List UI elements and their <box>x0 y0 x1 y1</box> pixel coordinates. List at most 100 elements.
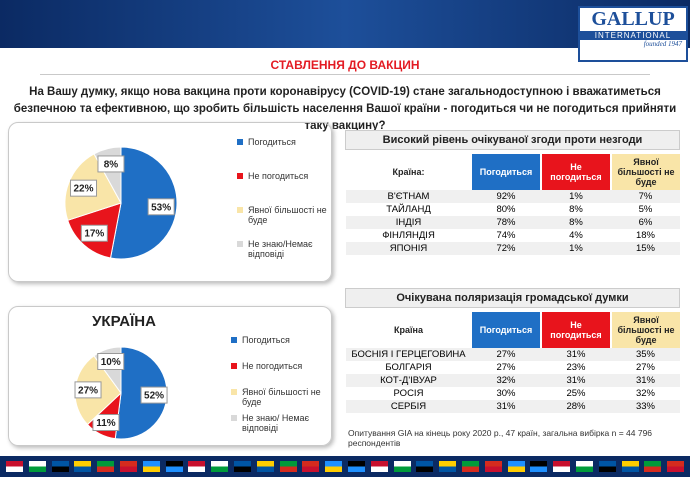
table-cell: 1% <box>569 191 583 202</box>
flag <box>165 461 183 472</box>
table-cell: 31% <box>566 375 586 386</box>
divider <box>40 74 650 75</box>
data-label: 52% <box>144 391 164 402</box>
pie-box: УКРАЇНА 52% 11% 27% 10% Погодиться Не погодить… <box>8 306 332 446</box>
legend-swatch <box>237 207 243 213</box>
legend-item: Явної більшості не буде <box>231 387 327 407</box>
table-row: В'ЄТНАМ 92% 1% 7% <box>346 190 680 203</box>
label-box <box>74 381 102 399</box>
flag <box>370 461 388 472</box>
legend-swatch <box>237 241 243 247</box>
flag <box>256 461 274 472</box>
table-row: БОЛГАРІЯ 27% 23% 27% <box>346 361 680 374</box>
table-cell: 32% <box>635 388 655 399</box>
flag <box>644 461 662 472</box>
logo-note: founded 1947 <box>643 40 682 48</box>
header-row: Країна: Погодиться Не погодиться Явної біль… <box>345 154 680 190</box>
flag <box>416 461 434 472</box>
data-label: 11% <box>96 418 116 429</box>
table-cell: БОСНІЯ І ГЕРЦЕГОВИНА <box>351 349 466 360</box>
flag <box>279 461 297 472</box>
pie: 53% 17% 22% 8% <box>64 146 178 260</box>
table-title: Очікувана поляризація громадської думки <box>345 288 680 308</box>
column-header: Країна <box>345 312 471 348</box>
table-cell: РОСІЯ <box>393 388 424 399</box>
flag <box>667 461 685 472</box>
table-row: СЕРБІЯ 31% 28% 33% <box>346 400 680 413</box>
table-title: Високий рівень очікуваної згоди проти не… <box>345 130 680 150</box>
column-header: Погодиться <box>470 154 541 190</box>
table-cell: 6% <box>638 217 653 228</box>
table-cell: БОЛГАРІЯ <box>385 362 432 373</box>
table: Очікувана поляризація громадської думки К… <box>345 288 680 413</box>
table-cell: 18% <box>635 230 655 241</box>
table-cell: 25% <box>566 388 586 399</box>
table-cell: 1% <box>569 243 583 254</box>
label-box <box>147 198 175 216</box>
flag <box>6 461 23 472</box>
table-cell: В'ЄТНАМ <box>387 191 430 202</box>
flag <box>598 461 616 472</box>
legend-item: Не погодиться <box>237 171 333 181</box>
flag <box>484 461 502 472</box>
flag <box>393 461 411 472</box>
flag <box>51 461 69 472</box>
flag <box>74 461 92 472</box>
flag <box>97 461 115 472</box>
legend-label: Явної більшості не буде <box>248 205 327 225</box>
table-cell: 35% <box>635 349 655 360</box>
flag <box>576 461 593 472</box>
table-cell: 32% <box>496 375 516 386</box>
title: СТАВЛЕННЯ ДО ВАКЦИН <box>270 58 420 72</box>
data-label: 53% <box>151 202 171 213</box>
table-cell: 31% <box>566 349 586 360</box>
table-row: ТАЙЛАНД 80% 8% 5% <box>346 203 680 216</box>
flag <box>28 461 46 472</box>
table-row: ІНДІЯ 78% 8% 6% <box>346 216 680 229</box>
legend-item: Не погодиться <box>231 361 327 371</box>
pie: 52% 11% 27% 10% <box>74 346 168 440</box>
data-label: 22% <box>74 184 94 195</box>
flag <box>621 461 639 472</box>
table-cell: ЯПОНІЯ <box>389 243 428 254</box>
table-row: БОСНІЯ І ГЕРЦЕГОВИНА 27% 31% 35% <box>346 348 680 361</box>
table-row: КОТ-Д'ІВУАР 32% 31% 31% <box>346 374 680 387</box>
table-cell: 74% <box>496 230 516 241</box>
logo: GALLUP INTERNATIONAL founded 1947 <box>578 6 688 62</box>
column-header: Явної більшості не буде <box>610 154 680 190</box>
legend-swatch <box>231 337 237 343</box>
table-cell: КОТ-Д'ІВУАР <box>380 375 437 386</box>
label-box <box>97 155 125 173</box>
legend-label: Не погодиться <box>248 171 309 181</box>
table-cell: 15% <box>635 243 655 254</box>
logo-sub: INTERNATIONAL <box>580 31 686 40</box>
table-cell: 33% <box>635 401 655 412</box>
column-header: Погодиться <box>470 312 541 348</box>
legend-label: Погодиться <box>242 335 290 345</box>
table-cell: 31% <box>635 375 655 386</box>
table-cell: 7% <box>638 191 653 202</box>
legend-swatch <box>231 363 237 369</box>
label-box <box>97 353 125 371</box>
flag <box>507 461 525 472</box>
table-cell: 80% <box>496 204 516 215</box>
table-cell: СЕРБІЯ <box>390 401 427 412</box>
table-row: ФІНЛЯНДІЯ 74% 4% 18% <box>346 229 680 242</box>
flag-strip <box>0 456 690 477</box>
label-box <box>92 414 120 432</box>
legend-swatch <box>231 389 237 395</box>
legend-label: Явної більшості не буде <box>242 387 321 407</box>
flag <box>120 461 137 472</box>
table-cell: 30% <box>496 388 516 399</box>
flag <box>462 461 479 472</box>
table-cell: 27% <box>496 362 516 373</box>
pie-title: УКРАЇНА <box>92 313 156 330</box>
logo-text: GALLUP <box>591 8 675 30</box>
flag <box>439 461 457 472</box>
table-cell: 78% <box>496 217 516 228</box>
flag <box>553 461 571 472</box>
flag <box>325 461 343 472</box>
table-cell: 8% <box>569 204 583 215</box>
legend-item: Не знаю/ Немає відповіді <box>231 413 327 433</box>
data-label: 8% <box>104 159 119 170</box>
